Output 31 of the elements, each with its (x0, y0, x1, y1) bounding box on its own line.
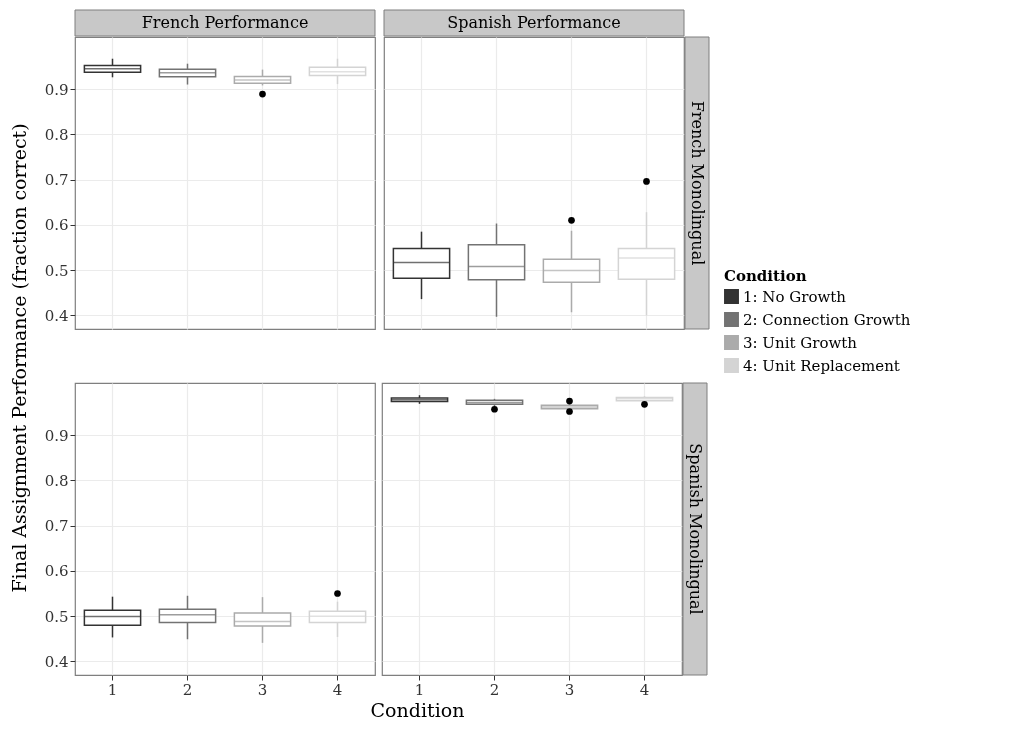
x-tick-label: 3 (257, 680, 268, 699)
legend-label: 2: Connection Growth (743, 310, 911, 329)
y-axis-title: Final Assignment Performance (fraction correct) (8, 123, 30, 593)
x-tick-label: 4 (639, 680, 650, 699)
y-tick-label: 0.9 (44, 426, 69, 445)
y-tick-label: 0.9 (44, 80, 69, 99)
y2-axis-title: Spanish Monolingual (686, 443, 705, 615)
x-tick-label: 2 (182, 680, 193, 699)
x-tick-label: 4 (332, 680, 343, 699)
chart-title: Spanish Performance (447, 13, 621, 32)
y2-axis-title: French Monolingual (688, 100, 707, 266)
y-tick-label: 0.4 (44, 652, 69, 671)
y-tick-label: 0.6 (44, 562, 69, 581)
y-tick-label: 0.8 (44, 471, 69, 490)
x-tick-label: 1 (414, 680, 425, 699)
y-tick-label: 0.5 (44, 261, 69, 280)
y-tick-label: 0.5 (44, 607, 69, 626)
y-tick-label: 0.6 (44, 216, 69, 235)
legend-label: 4: Unit Replacement (743, 356, 900, 375)
y-tick-label: 0.7 (44, 517, 69, 536)
y-tick-label: 0.8 (44, 125, 69, 144)
legend-title: Condition (724, 267, 807, 285)
y-tick-label: 0.7 (44, 171, 69, 190)
x-tick-label: 1 (107, 680, 118, 699)
legend-label: 3: Unit Growth (743, 333, 858, 352)
y-tick-label: 0.4 (44, 306, 69, 325)
x-tick-label: 2 (489, 680, 500, 699)
x-tick-label: 3 (564, 680, 575, 699)
chart-title: French Performance (141, 13, 309, 32)
legend-label: 1: No Growth (743, 287, 847, 306)
x-axis-title: Condition (370, 699, 465, 721)
